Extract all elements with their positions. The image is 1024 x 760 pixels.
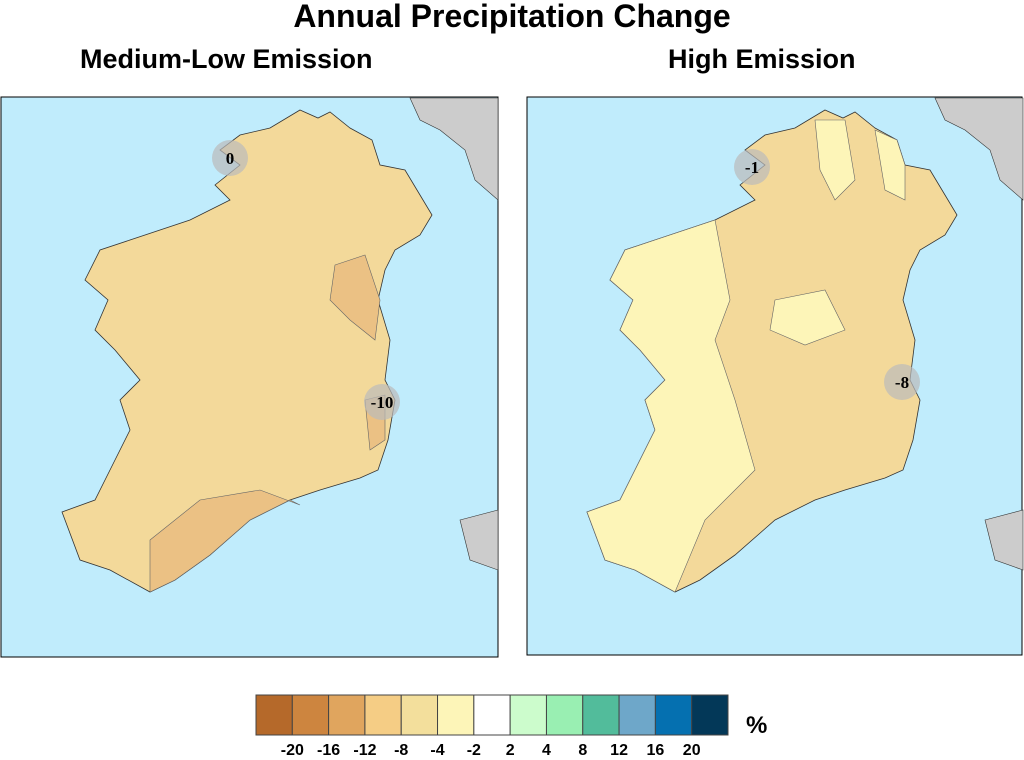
colorbar-swatch [509, 694, 547, 736]
colorbar-tick-label: 2 [505, 742, 515, 759]
colorbar-tick-label: -20 [280, 742, 304, 759]
colorbar-tick-label: -12 [353, 742, 377, 759]
map-label: -10 [371, 393, 394, 412]
map-label: -1 [745, 158, 759, 177]
map-high: -1 -8 [526, 96, 1024, 656]
colorbar-tick-label: 20 [682, 742, 701, 759]
figure-title: Annual Precipitation Change [293, 0, 731, 34]
colorbar-swatch [654, 694, 693, 736]
colorbar-swatch [691, 694, 729, 736]
colorbar-swatch [255, 694, 293, 736]
colorbar-swatch [328, 694, 366, 736]
map-medium-low: 0 -10 [0, 96, 499, 658]
colorbar-swatch [400, 694, 439, 736]
colorbar-swatch [582, 694, 620, 736]
map-label: -8 [895, 373, 909, 392]
colorbar-tick-label: 16 [646, 742, 665, 759]
colorbar-tick-label: -2 [466, 742, 481, 759]
colorbar-swatch [473, 694, 511, 736]
colorbar-swatch [545, 694, 584, 736]
colorbar-swatch [364, 694, 402, 736]
colorbar-swatch [437, 694, 475, 736]
colorbar-unit: % [746, 712, 768, 739]
colorbar-tick-label: 12 [610, 742, 628, 759]
colorbar-tick-label: -16 [317, 742, 341, 759]
colorbar-tick-label: 4 [542, 742, 551, 759]
map-label: 0 [226, 149, 235, 168]
panel-title-high: High Emission [668, 44, 856, 74]
colorbar-tick-label: -8 [394, 742, 409, 759]
colorbar-tick-label: -4 [430, 742, 445, 759]
colorbar [255, 694, 729, 736]
colorbar-swatch [291, 694, 330, 736]
colorbar-tick-label: 8 [578, 742, 588, 759]
colorbar-swatch [618, 694, 656, 736]
panel-title-medium-low: Medium-Low Emission [80, 44, 373, 74]
